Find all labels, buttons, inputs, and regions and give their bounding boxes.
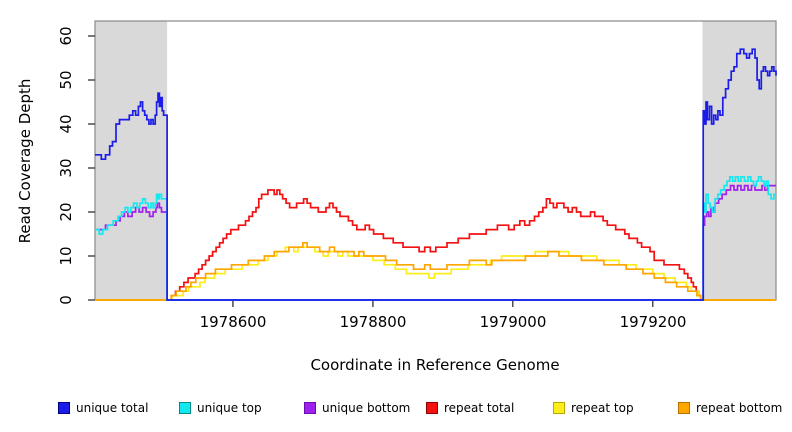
legend-label: repeat total (444, 401, 515, 415)
legend-item-repeat-total: repeat total (426, 401, 514, 415)
y-axis-title: Read Coverage Depth (16, 78, 34, 244)
legend-label: repeat bottom (696, 401, 783, 415)
x-tick-label: 1979200 (619, 313, 687, 331)
legend-swatch-unique-bottom (304, 402, 316, 414)
legend-label: unique bottom (322, 401, 411, 415)
x-tick-label: 1978800 (339, 313, 407, 331)
y-tick-label: 30 (57, 158, 75, 178)
legend-label: unique top (197, 401, 262, 415)
x-tick-label: 1979000 (479, 313, 547, 331)
series-line-unique-total (95, 48, 777, 301)
legend-swatch-unique-top (179, 402, 191, 414)
legend-label: repeat top (571, 401, 634, 415)
legend-item-unique-bottom: unique bottom (304, 401, 410, 415)
y-tick-label: 10 (57, 246, 75, 266)
x-axis-title: Coordinate in Reference Genome (310, 356, 560, 374)
legend-item-unique-total: unique total (58, 401, 148, 415)
legend-swatch-repeat-bottom (678, 402, 690, 414)
legend-swatch-repeat-top (553, 402, 565, 414)
legend-swatch-repeat-total (426, 402, 438, 414)
series-line-repeat-bottom (95, 241, 776, 301)
series-line-repeat-total (95, 189, 776, 301)
y-tick-label: 60 (57, 26, 75, 46)
x-tick-label: 1978600 (199, 313, 267, 331)
legend-item-repeat-top: repeat top (553, 401, 634, 415)
legend-swatch-unique-total (58, 402, 70, 414)
y-tick-label: 20 (57, 202, 75, 222)
series-line-unique-top (95, 175, 776, 301)
legend-label: unique total (76, 401, 149, 415)
series-line-unique-bottom (95, 184, 776, 301)
y-tick-label: 40 (57, 114, 75, 134)
shaded-region (95, 21, 168, 300)
y-tick-label: 50 (57, 70, 75, 90)
y-tick-label: 0 (57, 295, 75, 305)
legend-item-unique-top: unique top (179, 401, 262, 415)
plot-box (94, 20, 777, 301)
legend-item-repeat-bottom: repeat bottom (678, 401, 782, 415)
shaded-region (702, 21, 776, 300)
